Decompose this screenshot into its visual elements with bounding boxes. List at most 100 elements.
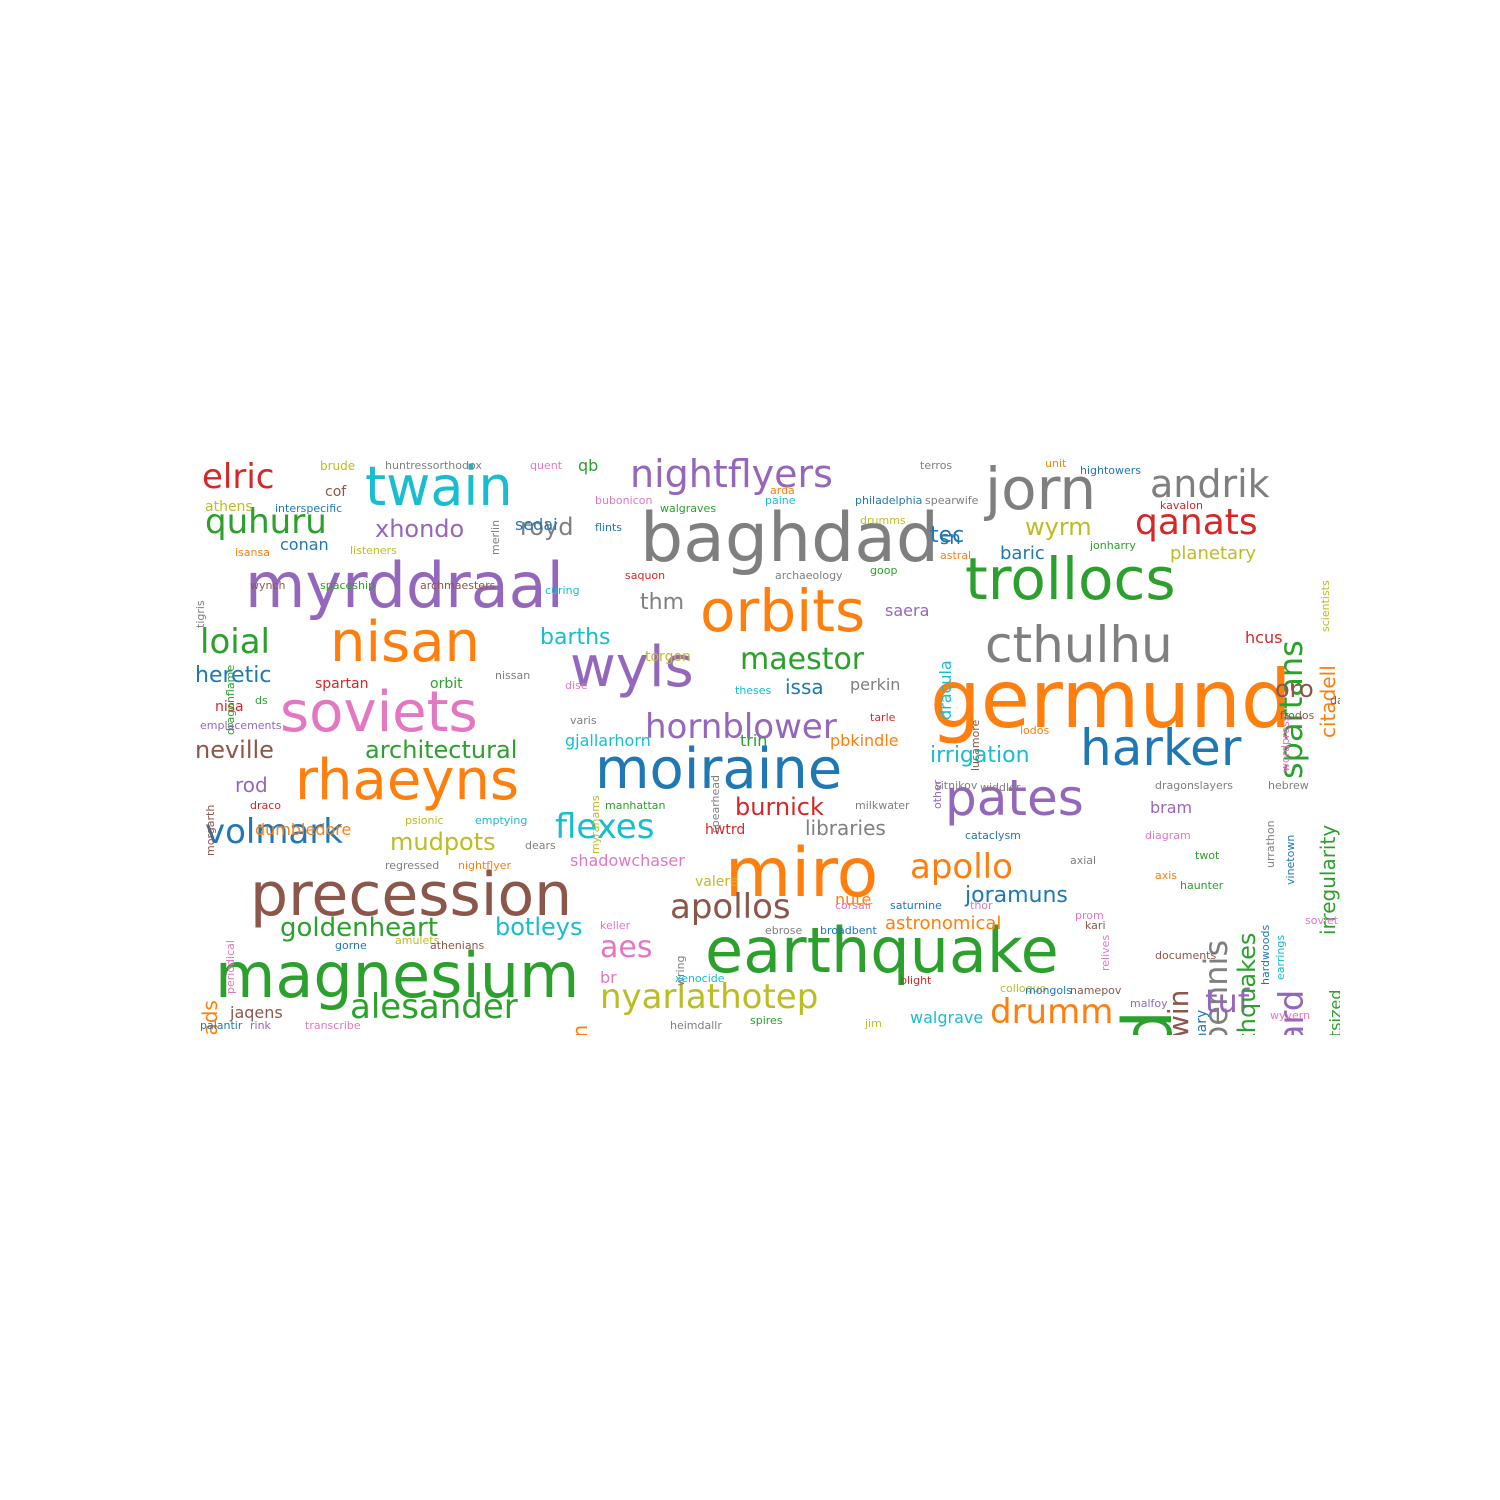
word-astronomical: astronomical (885, 913, 1002, 934)
word-aes: aes (600, 930, 653, 965)
word-documents: documents (1155, 949, 1217, 962)
word-mongols: mongols (1025, 984, 1072, 997)
word-conan: conan (280, 535, 329, 554)
word-tuf: tuf (1205, 982, 1250, 1020)
word-nute: nute (835, 890, 872, 909)
word-brude: brude (320, 459, 356, 473)
word-athens: athens (205, 499, 253, 515)
word-curing: curing (545, 584, 580, 597)
word-spearhead: spearhead (709, 775, 722, 834)
word-binary: binary (1194, 1010, 1210, 1035)
word-orbits: orbits (700, 577, 866, 645)
word-volmark: volmark (205, 812, 343, 852)
word-sedai: sedai (515, 515, 558, 534)
word-elric: elric (202, 457, 275, 497)
word-draco: draco (250, 799, 282, 812)
word-torgon: torgon (645, 649, 691, 665)
word-manhattan: manhattan (605, 799, 666, 812)
word-athenians: athenians (430, 939, 485, 952)
word-kavalon: kavalon (1160, 499, 1203, 512)
word-tec: tec (930, 523, 965, 548)
word-irrigation: irrigation (930, 743, 1030, 768)
word-varis: varis (570, 714, 597, 727)
word-huntressorthodox: huntressorthodox (385, 459, 482, 472)
word-axis: axis (1155, 869, 1178, 882)
word-loial: loial (200, 622, 270, 662)
word-vinetown: vinetown (1284, 835, 1297, 886)
word-listeners: listeners (350, 544, 397, 557)
word-soviets: soviets (280, 680, 478, 745)
word-malfoy: malfoy (1130, 997, 1168, 1010)
word-nissan: nissan (495, 669, 531, 682)
word-saquon: saquon (625, 569, 666, 582)
word-apollos: apollos (670, 887, 791, 927)
word-pates: pates (945, 769, 1084, 827)
word-hardwoods: hardwoods (1259, 925, 1272, 986)
word-alesander: alesander (350, 987, 518, 1027)
word-widdler: widdler (980, 781, 1021, 794)
word-drumms: drumms (860, 514, 906, 527)
word-baric: baric (1000, 543, 1045, 564)
word-shadowchaser: shadowchaser (570, 851, 685, 870)
word-myrahams: myrahams (589, 795, 602, 854)
word-broadbent: broadbent (820, 924, 877, 937)
word-sitnikov: sitnikov (935, 779, 978, 792)
word-architectural: architectural (365, 736, 518, 764)
word-magnesium: magnesium (215, 939, 580, 1012)
word-blight: blight (900, 974, 932, 987)
word-joramuns: joramuns (965, 883, 1068, 908)
word-goop: goop (870, 564, 898, 577)
word-emptying: emptying (475, 814, 528, 827)
word-oro: oro (1275, 675, 1314, 703)
word-kerwin: kerwin (1162, 990, 1195, 1035)
word-archaeology: archaeology (775, 569, 843, 582)
word-tarle: tarle (870, 711, 896, 724)
word-jorn: jorn (985, 455, 1097, 523)
word-burnick: burnick (735, 793, 824, 821)
word-dise: dise (565, 679, 588, 692)
word-cthulhu: cthulhu (985, 616, 1173, 674)
word-maestor: maestor (740, 642, 865, 677)
word-isansa: isansa (235, 546, 270, 559)
word-wordpress: wordpress (1279, 715, 1292, 772)
word-qb: qb (578, 456, 599, 475)
word-dracula: dracula (936, 660, 955, 720)
word-sn: sn (940, 528, 961, 549)
word-tigris: tigris (194, 600, 207, 628)
word-spaceship: spaceship (320, 579, 376, 592)
word-flints: flints (595, 521, 623, 534)
word-germund: germund (930, 653, 1292, 746)
word-scientists: scientists (1319, 580, 1332, 632)
word-milkwater: milkwater (855, 799, 910, 812)
word-hornblower: hornblower (645, 707, 837, 747)
word-transcribe: transcribe (305, 1019, 361, 1032)
word-br: br (600, 968, 617, 987)
word-emplacements: emplacements (200, 719, 282, 732)
word-jim: jim (865, 1017, 882, 1030)
word-amulets: amulets (395, 934, 440, 947)
word-cloud: germundrandbaghdadmiromagnesiumprecessio… (190, 455, 1340, 1035)
word-jaqens: jaqens (230, 1003, 283, 1022)
word-barths: barths (540, 625, 611, 650)
word-walgrave: walgrave (910, 1008, 984, 1027)
word-gjallarhorn: gjallarhorn (565, 731, 651, 750)
word-namepov: namepov (1070, 984, 1122, 997)
word-heretic: heretic (195, 663, 272, 688)
word-precession: precession (250, 860, 573, 930)
word-urrathon: urrathon (1264, 820, 1277, 868)
word-rink: rink (250, 1019, 271, 1032)
word-valere: valere (695, 874, 739, 890)
word-nightflyer: nightflyer (458, 859, 512, 872)
word-perkin: perkin (850, 675, 901, 694)
word-nisan: nisan (330, 610, 481, 675)
word-axial: axial (1070, 854, 1097, 867)
word-apollo: apollo (910, 847, 1013, 887)
word-ln: ln (568, 1025, 592, 1035)
word-merlin: merlin (489, 520, 502, 556)
word-pbkindle: pbkindle (830, 731, 899, 750)
word-outsized: outsized (1326, 990, 1340, 1035)
word-frodos: frodos (1280, 709, 1315, 722)
word-daerons: daerons (1330, 694, 1340, 707)
word-keller: keller (600, 919, 631, 932)
word-hwtrd: hwtrd (705, 822, 746, 838)
